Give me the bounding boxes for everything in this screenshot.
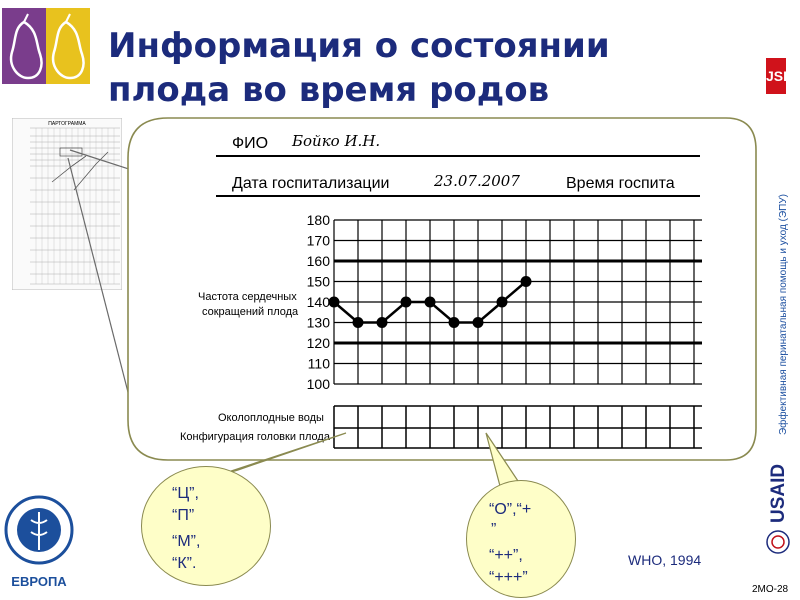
fio-value: Бойко И.Н. xyxy=(291,132,380,150)
bubble-left-line-2: “П” xyxy=(172,507,195,524)
fhr-data-point xyxy=(352,317,364,328)
fhr-data-point xyxy=(472,317,484,328)
date-value: 23.07.2007 xyxy=(433,172,520,190)
fhr-data-point xyxy=(328,296,340,308)
y-tick-label: 100 xyxy=(307,376,331,392)
slide-number: 2МО-28 xyxy=(752,584,789,595)
fhr-label-line1: Частота сердечных xyxy=(198,291,297,303)
usaid-logo-text: USAID xyxy=(768,464,789,523)
y-tick-label: 160 xyxy=(307,253,331,269)
y-tick-label: 130 xyxy=(307,315,331,331)
date-label: Дата госпитализации xyxy=(232,175,389,192)
fhr-data-point xyxy=(520,276,532,287)
slide-title: Информация о состоянии плода во время ро… xyxy=(108,24,668,112)
amniotic-moulding-grid xyxy=(333,405,702,449)
jsi-logo: JSI xyxy=(766,58,787,94)
fhr-data-point xyxy=(496,296,508,308)
usaid-logo: USAID xyxy=(766,455,790,525)
connector-line-top xyxy=(69,149,139,173)
connector-line-bottom xyxy=(67,157,131,401)
partogram-thumbnail: ПАРТОГРАММА xyxy=(12,118,122,290)
fhr-data-point xyxy=(400,296,412,308)
source-caption: WHO, 1994 xyxy=(628,552,702,568)
bubble-moulding-codes: “О”,“+ ” “++”, “+++” xyxy=(466,480,576,598)
bubble-amniotic-codes: “Ц”, “П” “М”, “К”. xyxy=(141,466,271,586)
who-europe-logo: ЕВРОПА xyxy=(4,495,74,589)
fhr-data-point xyxy=(376,317,388,328)
time-label: Время госпита xyxy=(566,175,675,192)
amniotic-label: Околоплодные воды xyxy=(218,412,324,424)
y-tick-label: 180 xyxy=(307,212,331,228)
callout-box xyxy=(127,117,757,461)
moulding-label: Конфигурация головки плода xyxy=(180,431,331,443)
title-line-2: плода во время родов xyxy=(108,70,550,110)
y-tick-label: 140 xyxy=(307,294,331,310)
bubble-left-line-1: “Ц”, xyxy=(172,485,199,502)
bubble-left-line-4: “К”. xyxy=(172,555,197,572)
bubble-right-line-4: “+++” xyxy=(489,569,528,586)
bubble-right-line-3: “++”, xyxy=(489,547,523,564)
pear-logo-icon xyxy=(2,8,90,84)
y-tick-label: 170 xyxy=(307,233,331,249)
bubble-right-line-1: “О”,“+ xyxy=(489,501,532,518)
y-tick-label: 110 xyxy=(308,356,331,372)
bubble-right-line-2: ” xyxy=(491,521,497,538)
fio-label: ФИО xyxy=(232,135,268,152)
partogram-thumbnail-title: ПАРТОГРАММА xyxy=(48,121,86,127)
y-tick-label: 150 xyxy=(307,274,331,290)
bubble-left-line-3: “М”, xyxy=(172,533,201,550)
fhr-data-point xyxy=(424,296,436,308)
y-tick-label: 120 xyxy=(307,335,331,351)
fhr-chart: 180 170 160 150 140 130 120 110 100 xyxy=(307,212,702,392)
title-line-1: Информация о состоянии xyxy=(108,26,610,66)
fhr-data-point xyxy=(448,317,460,328)
who-logo-caption: ЕВРОПА xyxy=(11,574,67,589)
fhr-label-line2: сокращений плода xyxy=(202,306,299,318)
usaid-seal-icon xyxy=(766,530,790,554)
